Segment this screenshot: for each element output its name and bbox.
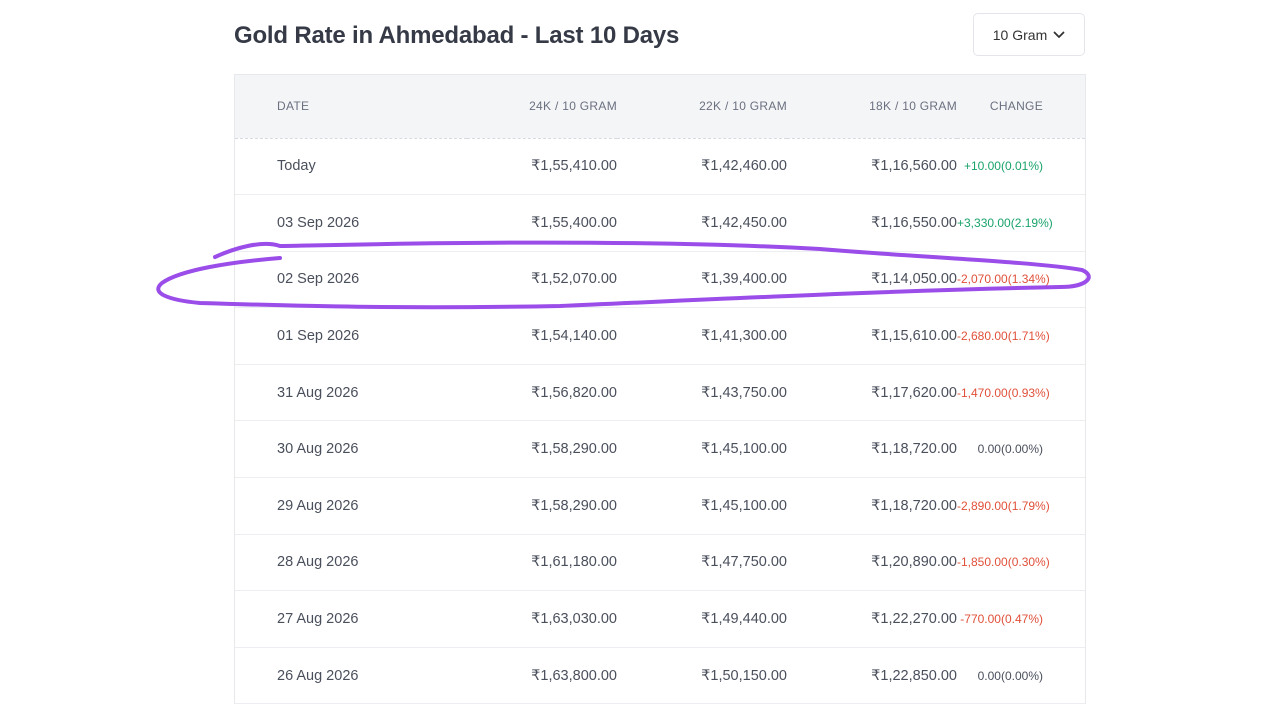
column-header-change: CHANGE [957, 75, 1085, 139]
table-header-row: DATE 24K / 10 GRAM 22K / 10 GRAM 18K / 1… [235, 75, 1085, 139]
cell-date: 29 Aug 2026 [235, 477, 467, 535]
table-row: 30 Aug 2026 ₹1,58,290.00 ₹1,45,100.00 ₹1,18… [235, 420, 1085, 479]
cell-18k-price: ₹1,18,720.00 [787, 477, 957, 535]
cell-18k-price: ₹1,15,610.00 [787, 307, 957, 365]
table-row: 28 Aug 2026 ₹1,61,180.00 ₹1,47,750.00 ₹1,20… [235, 534, 1085, 592]
cell-22k-price: ₹1,50,150.00 [617, 647, 787, 705]
cell-change: -770.00(0.47%) [957, 590, 1085, 648]
gold-rate-table: DATE 24K / 10 GRAM 22K / 10 GRAM 18K / 1… [234, 74, 1086, 705]
cell-22k-price: ₹1,47,750.00 [617, 534, 787, 592]
cell-change: 0.00(0.00%) [957, 420, 1085, 479]
cell-change: -1,470.00(0.93%) [957, 364, 1085, 422]
cell-18k-price: ₹1,17,620.00 [787, 364, 957, 422]
table-row: 02 Sep 2026 ₹1,52,070.00 ₹1,39,400.00 ₹1,14… [235, 251, 1085, 309]
unit-dropdown[interactable]: 10 Gram [973, 13, 1085, 56]
cell-18k-price: ₹1,22,270.00 [787, 590, 957, 648]
cell-date: 30 Aug 2026 [235, 420, 467, 479]
cell-24k-price: ₹1,55,400.00 [467, 194, 617, 252]
table-row: 03 Sep 2026 ₹1,55,400.00 ₹1,42,450.00 ₹1,16… [235, 194, 1085, 252]
cell-date: 02 Sep 2026 [235, 251, 467, 309]
column-header-24k: 24K / 10 GRAM [467, 75, 617, 139]
cell-18k-price: ₹1,16,550.00 [787, 194, 957, 252]
column-header-22k: 22K / 10 GRAM [617, 75, 787, 139]
cell-date: 31 Aug 2026 [235, 364, 467, 422]
cell-22k-price: ₹1,39,400.00 [617, 251, 787, 309]
cell-change: -2,070.00(1.34%) [957, 251, 1085, 309]
table-row: 26 Aug 2026 ₹1,63,800.00 ₹1,50,150.00 ₹1,22… [235, 647, 1085, 705]
table-row: 31 Aug 2026 ₹1,56,820.00 ₹1,43,750.00 ₹1,17… [235, 364, 1085, 422]
cell-date: 28 Aug 2026 [235, 534, 467, 592]
chevron-down-icon [1053, 31, 1065, 39]
cell-18k-price: ₹1,22,850.00 [787, 647, 957, 705]
table-row: 29 Aug 2026 ₹1,58,290.00 ₹1,45,100.00 ₹1,18… [235, 477, 1085, 535]
cell-date: Today [235, 138, 467, 196]
cell-24k-price: ₹1,61,180.00 [467, 534, 617, 592]
cell-24k-price: ₹1,63,030.00 [467, 590, 617, 648]
cell-date: 03 Sep 2026 [235, 194, 467, 252]
cell-24k-price: ₹1,63,800.00 [467, 647, 617, 705]
cell-22k-price: ₹1,45,100.00 [617, 477, 787, 535]
cell-24k-price: ₹1,55,410.00 [467, 138, 617, 196]
cell-18k-price: ₹1,14,050.00 [787, 251, 957, 309]
cell-change: +3,330.00(2.19%) [957, 194, 1085, 252]
cell-change: +10.00(0.01%) [957, 138, 1085, 196]
column-header-date: DATE [235, 75, 467, 139]
cell-22k-price: ₹1,42,450.00 [617, 194, 787, 252]
cell-date: 26 Aug 2026 [235, 647, 467, 705]
cell-24k-price: ₹1,58,290.00 [467, 477, 617, 535]
cell-change: -1,850.00(0.30%) [957, 534, 1085, 592]
cell-24k-price: ₹1,52,070.00 [467, 251, 617, 309]
table-row: Today ₹1,55,410.00 ₹1,42,460.00 ₹1,16,560.0… [235, 138, 1085, 196]
cell-18k-price: ₹1,20,890.00 [787, 534, 957, 592]
cell-22k-price: ₹1,41,300.00 [617, 307, 787, 365]
unit-dropdown-label: 10 Gram [992, 26, 1048, 43]
cell-date: 27 Aug 2026 [235, 590, 467, 648]
cell-18k-price: ₹1,16,560.00 [787, 138, 957, 196]
cell-change: 0.00(0.00%) [957, 647, 1085, 705]
cell-24k-price: ₹1,54,140.00 [467, 307, 617, 365]
cell-24k-price: ₹1,56,820.00 [467, 364, 617, 422]
cell-date: 01 Sep 2026 [235, 307, 467, 365]
cell-22k-price: ₹1,42,460.00 [617, 138, 787, 196]
cell-change: -2,890.00(1.79%) [957, 477, 1085, 535]
table-row: 27 Aug 2026 ₹1,63,030.00 ₹1,49,440.00 ₹1,22… [235, 590, 1085, 648]
page-title: Gold Rate in Ahmedabad - Last 10 Days [234, 22, 680, 49]
table-row: 01 Sep 2026 ₹1,54,140.00 ₹1,41,300.00 ₹1,15… [235, 307, 1085, 365]
cell-22k-price: ₹1,49,440.00 [617, 590, 787, 648]
cell-change: -2,680.00(1.71%) [957, 307, 1085, 365]
cell-18k-price: ₹1,18,720.00 [787, 420, 957, 479]
cell-24k-price: ₹1,58,290.00 [467, 420, 617, 479]
column-header-18k: 18K / 10 GRAM [787, 75, 957, 139]
cell-22k-price: ₹1,43,750.00 [617, 364, 787, 422]
cell-22k-price: ₹1,45,100.00 [617, 420, 787, 479]
